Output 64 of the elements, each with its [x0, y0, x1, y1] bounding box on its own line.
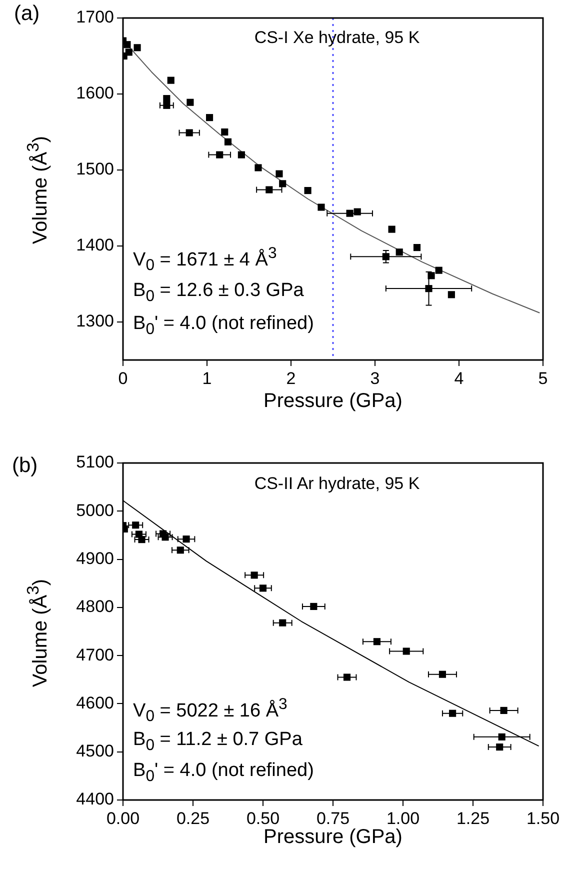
- y-tick-label: 4400: [76, 790, 114, 809]
- x-tick-label: 4: [454, 368, 464, 388]
- point: [304, 186, 312, 194]
- point: [134, 44, 141, 52]
- text: (a): [14, 2, 40, 26]
- point: [276, 170, 283, 178]
- x-tick-label: 0: [118, 368, 128, 388]
- point: [388, 226, 396, 233]
- annotation: B$_{0}$ = 11.2 ± 0.7 GPa: [133, 729, 302, 755]
- x-tick-label: 1.50: [526, 808, 560, 828]
- x-tick-label: 5: [538, 368, 548, 388]
- point: [167, 76, 174, 84]
- x-tick-label: 0.25: [176, 808, 210, 828]
- point: [254, 164, 262, 172]
- y-tick-label: 1300: [76, 312, 114, 331]
- y-tick-label: 4900: [76, 548, 114, 568]
- x-tick-label: 0.00: [106, 808, 140, 828]
- y-tick-label: 4800: [76, 597, 114, 616]
- x-tick-label: 0.75: [316, 808, 350, 828]
- x-tick-label: 0.50: [246, 808, 280, 828]
- point: [435, 266, 442, 274]
- y-tick-label: 1500: [76, 160, 114, 179]
- annotation: CS-I Xe hydrate, 95 K: [254, 28, 420, 48]
- y-tick-label: 5100: [76, 452, 114, 472]
- x-tick-label: 3: [370, 368, 380, 388]
- point: [182, 536, 190, 543]
- annotation: B$_{0}$' = 4.0 (not refined): [133, 760, 314, 786]
- annotation: V$_{0}$ = 1671 ± 4 Å$^{3}$: [133, 245, 277, 276]
- point: [318, 204, 325, 211]
- point: [221, 128, 228, 136]
- point: [238, 151, 245, 158]
- point: [186, 129, 193, 136]
- point: [125, 48, 132, 56]
- annotation: B$_{0}$ = 12.6 ± 0.3 GPa: [133, 280, 304, 306]
- annotation: B$_{0}$' = 4.0 (not refined): [133, 313, 314, 339]
- point: [448, 291, 455, 298]
- annotation: V$_{0}$ = 5022 ± 16 Å$^{3}$: [133, 696, 288, 726]
- point: [186, 98, 194, 106]
- point: [206, 114, 214, 122]
- x-axis-title: Pressure (GPa): [264, 826, 402, 849]
- x-tick-label: 1.25: [456, 808, 490, 828]
- x-tick-label: 1.00: [386, 808, 420, 828]
- y-tick-label: 1700: [76, 8, 114, 27]
- point: [396, 248, 403, 256]
- point: [266, 186, 273, 194]
- point: [224, 138, 232, 146]
- y-tick-label: 1600: [76, 84, 114, 103]
- point: [163, 95, 170, 102]
- point: [343, 674, 351, 681]
- point: [279, 180, 286, 188]
- x-tick-label: 1: [202, 368, 212, 388]
- x-tick-label: 2: [286, 368, 296, 388]
- y-tick-label: 4500: [76, 742, 114, 761]
- point: [413, 244, 421, 252]
- point: [138, 536, 146, 544]
- point: [124, 41, 131, 48]
- text: (b): [12, 454, 38, 478]
- point: [402, 648, 410, 655]
- annotation: CS-II Ar hydrate, 95 K: [254, 474, 420, 494]
- y-tick-label: 4600: [76, 693, 114, 712]
- x-axis-title: Pressure (GPa): [264, 390, 402, 413]
- y-tick-label: 5000: [76, 500, 114, 520]
- y-tick-label: 1400: [76, 236, 114, 255]
- y-tick-label: 4700: [76, 645, 114, 664]
